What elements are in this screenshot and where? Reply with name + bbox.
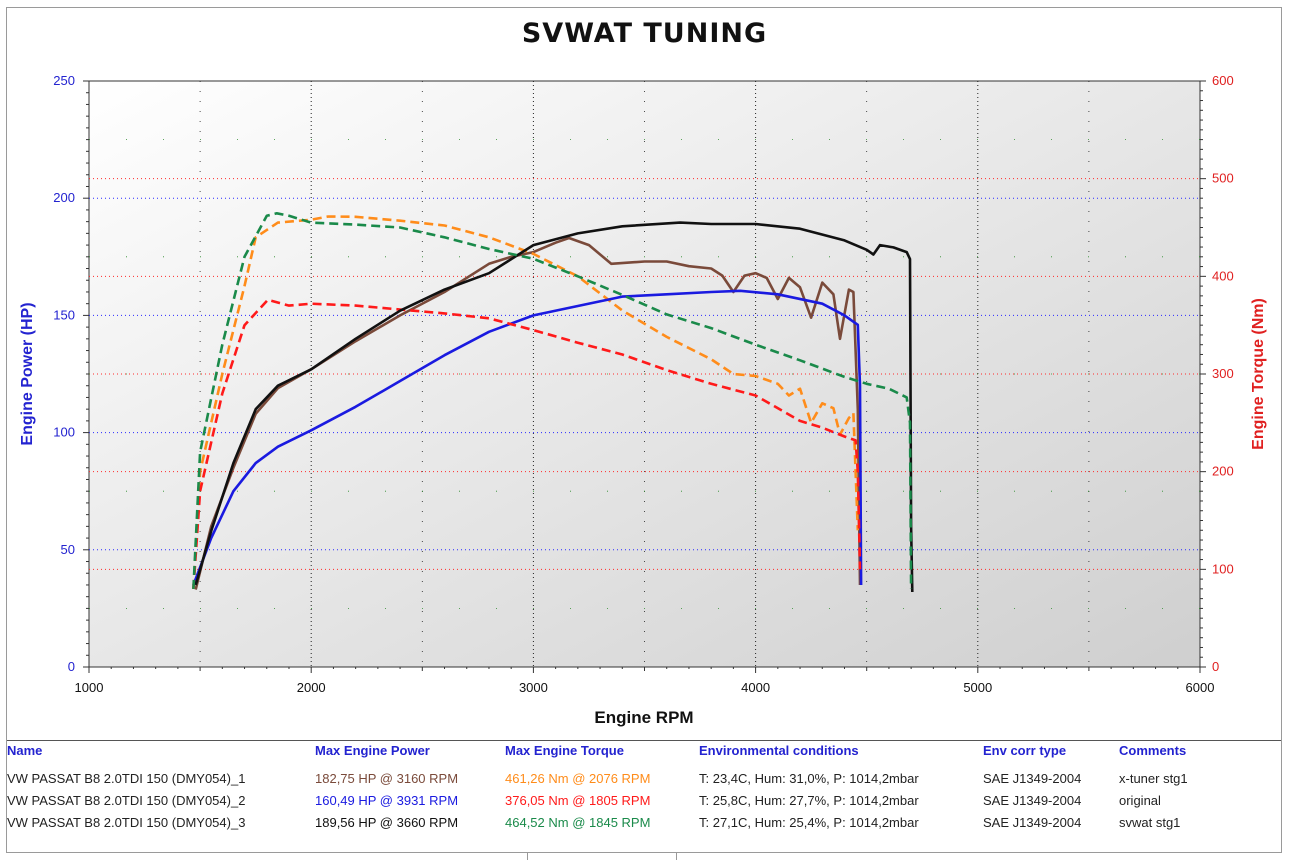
grid-lines xyxy=(89,81,1200,667)
max-power-value: 160,49 HP @ 3931 RPM xyxy=(315,793,459,808)
x-tick-label: 1000 xyxy=(75,680,104,695)
y-axis-label-left: Engine Power (HP) xyxy=(19,302,36,445)
bottom-divider xyxy=(527,852,677,860)
run-name: VW PASSAT B8 2.0TDI 150 (DMY054)_3 xyxy=(7,815,246,830)
table-row: VW PASSAT B8 2.0TDI 150 (DMY054)_1 182,7… xyxy=(7,771,1281,793)
env-corr-value: SAE J1349-2004 xyxy=(983,771,1082,786)
left-y-tick-label: 250 xyxy=(53,73,75,88)
x-tick-label: 6000 xyxy=(1186,680,1215,695)
left-y-tick-label: 100 xyxy=(53,425,75,440)
table-row: VW PASSAT B8 2.0TDI 150 (DMY054)_2 160,4… xyxy=(7,793,1281,815)
right-y-tick-label: 400 xyxy=(1212,268,1234,283)
results-table: Name Max Engine Power Max Engine Torque … xyxy=(7,740,1281,830)
chart-title: SVWAT TUNING xyxy=(521,18,768,49)
right-y-tick-label: 100 xyxy=(1212,561,1234,576)
x-tick-label: 2000 xyxy=(297,680,326,695)
env-conditions-value: T: 25,8C, Hum: 27,7%, P: 1014,2mbar xyxy=(699,793,919,808)
right-y-tick-label: 200 xyxy=(1212,464,1234,479)
right-y-tick-label: 600 xyxy=(1212,73,1234,88)
max-torque-value: 464,52 Nm @ 1845 RPM xyxy=(505,815,651,830)
run-name: VW PASSAT B8 2.0TDI 150 (DMY054)_2 xyxy=(7,793,246,808)
torque-curve xyxy=(192,215,860,589)
max-power-value: 182,75 HP @ 3160 RPM xyxy=(315,771,459,786)
header-name: Name xyxy=(7,743,43,758)
y-axis-label-right: Engine Torque (Nm) xyxy=(1250,298,1267,450)
run-name: VW PASSAT B8 2.0TDI 150 (DMY054)_1 xyxy=(7,771,246,786)
max-torque-value: 461,26 Nm @ 2076 RPM xyxy=(505,771,651,786)
right-y-tick-label: 0 xyxy=(1212,659,1219,674)
x-axis-label: Engine RPM xyxy=(594,708,693,727)
table-row: VW PASSAT B8 2.0TDI 150 (DMY054)_3 189,5… xyxy=(7,815,1281,837)
env-corr-value: SAE J1349-2004 xyxy=(983,793,1082,808)
left-y-tick-label: 150 xyxy=(53,307,75,322)
power-curve xyxy=(192,289,863,586)
env-corr-value: SAE J1349-2004 xyxy=(983,815,1082,830)
torque-curve xyxy=(192,298,862,589)
table-header: Name Max Engine Power Max Engine Torque … xyxy=(7,743,1281,765)
left-y-tick-label: 50 xyxy=(61,542,75,557)
env-conditions-value: T: 27,1C, Hum: 25,4%, P: 1014,2mbar xyxy=(699,815,919,830)
header-max-power: Max Engine Power xyxy=(315,743,430,758)
x-tick-label: 4000 xyxy=(741,680,770,695)
comment-value: original xyxy=(1119,793,1161,808)
comment-value: svwat stg1 xyxy=(1119,815,1181,830)
header-comments: Comments xyxy=(1119,743,1187,758)
env-conditions-value: T: 23,4C, Hum: 31,0%, P: 1014,2mbar xyxy=(699,771,919,786)
max-power-value: 189,56 HP @ 3660 RPM xyxy=(315,815,459,830)
series-lines xyxy=(192,212,914,593)
power-curve xyxy=(194,236,862,590)
right-y-tick-label: 300 xyxy=(1212,366,1234,381)
axis-tick-labels: 1000 2000 3000 4000 5000 6000 0 50 100 150 200 250 0… xyxy=(53,73,1233,695)
comment-value: x-tuner stg1 xyxy=(1119,771,1188,786)
x-tick-label: 3000 xyxy=(519,680,548,695)
max-torque-value: 376,05 Nm @ 1805 RPM xyxy=(505,793,651,808)
dyno-chart: 1000 2000 3000 4000 5000 6000 0 50 100 150 200 250 0… xyxy=(19,73,1267,727)
left-y-tick-label: 200 xyxy=(53,190,75,205)
x-tick-label: 5000 xyxy=(963,680,992,695)
axis-ticks xyxy=(83,80,1206,673)
header-env-conditions: Environmental conditions xyxy=(699,743,859,758)
torque-curve xyxy=(192,212,913,589)
header-max-torque: Max Engine Torque xyxy=(505,743,624,758)
right-y-tick-label: 500 xyxy=(1212,171,1234,186)
power-curve xyxy=(194,221,914,593)
header-env-corr-type: Env corr type xyxy=(983,743,1067,758)
left-y-tick-label: 0 xyxy=(68,659,75,674)
